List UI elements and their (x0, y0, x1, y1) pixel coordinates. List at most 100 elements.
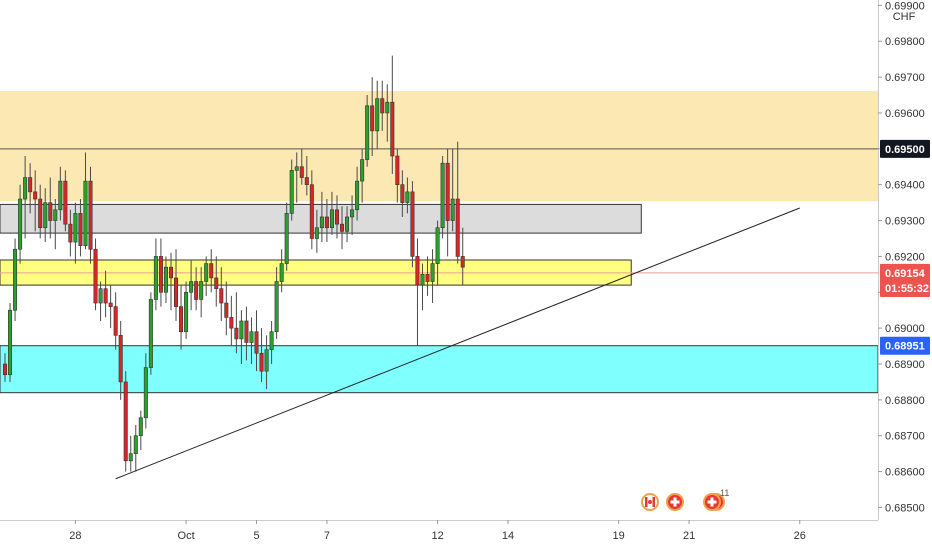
canada-flag-icon[interactable] (641, 493, 659, 511)
candle-body (168, 266, 173, 279)
candle-body (179, 306, 184, 333)
candle (259, 328, 264, 382)
candle (13, 238, 18, 321)
candle-body (259, 352, 264, 372)
candle (294, 152, 299, 203)
candle (375, 80, 380, 149)
candle-body (138, 417, 143, 437)
price-badge-bg (880, 336, 930, 355)
candle-body (345, 216, 350, 232)
price-badge: 0.69154 (880, 263, 930, 282)
candle (360, 148, 365, 203)
candle-body (289, 170, 294, 214)
candle (148, 292, 153, 375)
price-tick-label: 0.69600 (885, 108, 925, 120)
candle-body (324, 216, 329, 229)
price-badge: 01:55:32 (880, 278, 930, 297)
candle (28, 163, 33, 214)
candle-body (334, 209, 339, 225)
candle (299, 148, 304, 185)
price-tick-label: 0.69300 (885, 216, 925, 228)
candle-body (395, 155, 400, 185)
candle (334, 195, 339, 239)
candle-body (249, 331, 254, 343)
candle-body (405, 191, 410, 203)
candle (58, 166, 63, 221)
candle-body (93, 248, 98, 304)
candle (2, 353, 8, 382)
price-tick-label: 0.69900 (885, 0, 925, 12)
candle-body (224, 302, 229, 318)
candle-body (385, 101, 390, 114)
candle-body (53, 209, 58, 221)
candle (214, 256, 219, 307)
candle-body (400, 184, 405, 203)
candle (123, 371, 128, 472)
candle (194, 267, 199, 311)
candle-body (68, 223, 73, 243)
candle-body (340, 223, 345, 232)
candle-body (380, 98, 385, 114)
candle-body (78, 213, 83, 246)
candle (450, 148, 455, 232)
candle-body (420, 274, 425, 286)
candle (63, 170, 68, 232)
candle-body (410, 191, 415, 257)
candle-body (38, 198, 43, 229)
candle-body (279, 263, 284, 282)
candle (73, 202, 78, 264)
candle (88, 166, 93, 264)
event-count-label: 11 (720, 488, 729, 498)
candle-body (239, 320, 244, 340)
candle (8, 303, 13, 382)
price-tick-label: 0.68600 (885, 467, 925, 479)
time-tick-label: 19 (613, 530, 625, 542)
time-tick-label: 5 (253, 530, 259, 542)
candle (168, 252, 173, 311)
candle (249, 317, 254, 364)
candle (163, 256, 168, 304)
candle-body (360, 159, 365, 182)
candle (153, 238, 158, 311)
price-tick-label: 0.69700 (885, 72, 925, 84)
candle-body (350, 209, 355, 218)
candle (43, 188, 48, 243)
candle-body (153, 256, 158, 300)
candle (284, 202, 289, 271)
candle-body (319, 216, 324, 229)
candle (68, 209, 73, 257)
candle (370, 77, 375, 156)
candle (133, 424, 138, 472)
candle-body (184, 291, 189, 333)
candle-body (455, 198, 460, 257)
economic-events[interactable]: 11 (641, 488, 729, 511)
candle (184, 281, 189, 339)
demand-zone (0, 345, 879, 394)
candle-body (28, 177, 33, 193)
candle (239, 310, 244, 364)
time-tick-label: 21 (683, 530, 695, 542)
swiss-flag-icon[interactable] (666, 493, 684, 511)
candle-body (23, 177, 28, 200)
candle-body (73, 213, 78, 243)
time-tick-label: 28 (69, 530, 81, 542)
candle-body (370, 105, 375, 132)
time-tick-label: 26 (794, 530, 806, 542)
candle-body (274, 281, 279, 333)
candle (355, 166, 360, 221)
candle-body (189, 281, 194, 293)
candle-body (33, 191, 38, 200)
price-tick-label: 0.68900 (885, 359, 925, 371)
candle-body (8, 309, 13, 376)
candle (93, 238, 98, 311)
candle-body (309, 184, 314, 239)
candle (48, 177, 53, 239)
candle-body (209, 263, 214, 279)
time-axis: 28 Oct 5 7 12 14 19 21 26 (0, 520, 878, 542)
candle (435, 220, 440, 286)
candle-body (199, 281, 204, 300)
candle (400, 170, 405, 217)
swiss-flag-icon-stack[interactable]: 11 (703, 488, 729, 511)
candle-body (108, 302, 113, 307)
